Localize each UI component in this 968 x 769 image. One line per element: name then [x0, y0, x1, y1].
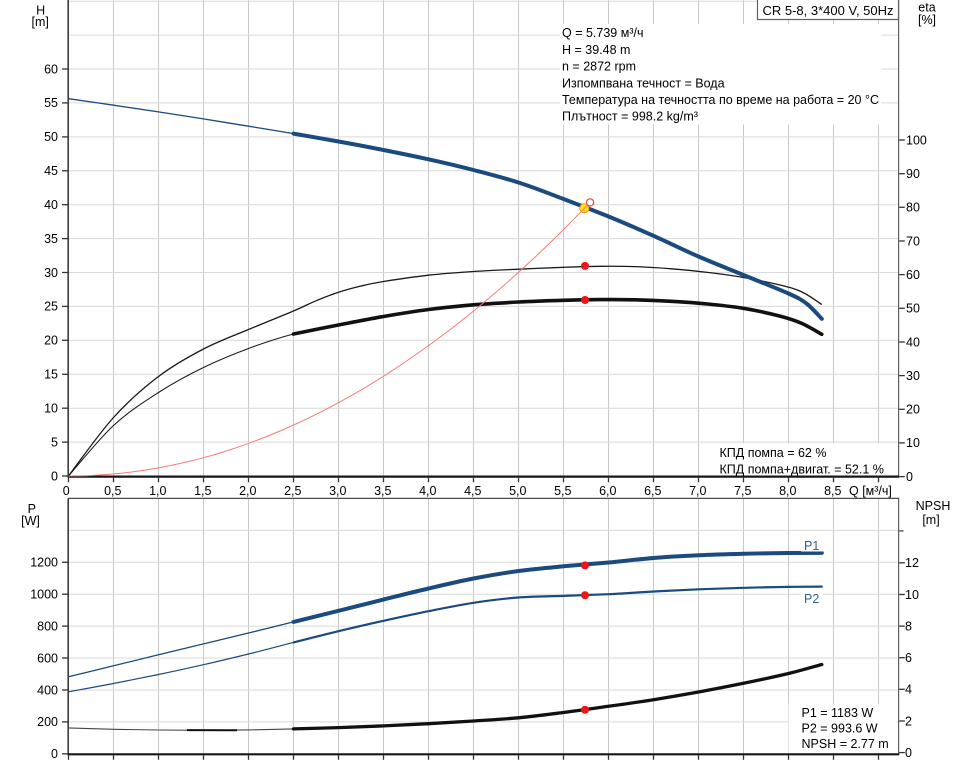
svg-text:1,0: 1,0: [149, 484, 166, 498]
svg-text:1000: 1000: [30, 588, 58, 602]
svg-text:10: 10: [905, 588, 919, 602]
svg-text:8,0: 8,0: [779, 484, 796, 498]
svg-text:6,0: 6,0: [599, 484, 616, 498]
svg-text:Изпомпвана течност = Вода: Изпомпвана течност = Вода: [562, 76, 725, 90]
svg-text:0: 0: [63, 484, 70, 498]
svg-text:Q = 5.739 м³/ч: Q = 5.739 м³/ч: [562, 26, 643, 40]
svg-text:[m]: [m]: [922, 513, 939, 527]
svg-text:NPSH: NPSH: [916, 499, 951, 513]
svg-text:0: 0: [51, 747, 58, 761]
svg-text:30: 30: [44, 266, 58, 280]
svg-text:55: 55: [44, 96, 58, 110]
svg-text:2: 2: [905, 714, 912, 728]
svg-text:КПД помпа+двигат. = 52.1 %: КПД помпа+двигат. = 52.1 %: [720, 462, 884, 476]
svg-text:200: 200: [37, 715, 58, 729]
svg-text:3,0: 3,0: [329, 484, 346, 498]
svg-text:8: 8: [905, 619, 912, 633]
svg-text:P2: P2: [804, 592, 819, 606]
svg-text:7,0: 7,0: [689, 484, 706, 498]
svg-text:Плътност = 998.2 kg/m³: Плътност = 998.2 kg/m³: [562, 110, 698, 124]
svg-text:NPSH = 2.77 m: NPSH = 2.77 m: [802, 737, 889, 751]
svg-text:CR 5-8, 3*400 V, 50Hz: CR 5-8, 3*400 V, 50Hz: [762, 3, 893, 18]
svg-text:P1 = 1183 W: P1 = 1183 W: [802, 706, 874, 720]
svg-text:6: 6: [905, 651, 912, 665]
svg-text:[W]: [W]: [21, 514, 40, 528]
svg-text:8,5: 8,5: [824, 484, 841, 498]
svg-text:H = 39.48 m: H = 39.48 m: [562, 43, 630, 57]
svg-text:20: 20: [44, 334, 58, 348]
svg-text:3,5: 3,5: [374, 484, 391, 498]
svg-text:80: 80: [906, 201, 920, 215]
svg-text:0: 0: [906, 470, 913, 484]
svg-text:P1: P1: [804, 539, 819, 553]
svg-text:70: 70: [906, 234, 920, 248]
svg-text:30: 30: [906, 369, 920, 383]
svg-text:60: 60: [906, 268, 920, 282]
svg-text:800: 800: [37, 619, 58, 633]
svg-text:[m]: [m]: [32, 15, 49, 29]
svg-text:400: 400: [37, 683, 58, 697]
svg-text:45: 45: [44, 164, 58, 178]
svg-text:5: 5: [51, 435, 58, 449]
svg-text:5,5: 5,5: [554, 484, 571, 498]
svg-text:10: 10: [44, 402, 58, 416]
svg-text:40: 40: [906, 335, 920, 349]
svg-text:600: 600: [37, 651, 58, 665]
svg-text:Температура на течността по вр: Температура на течността по време на раб…: [562, 93, 879, 107]
svg-text:90: 90: [906, 167, 920, 181]
svg-text:40: 40: [44, 198, 58, 212]
svg-text:15: 15: [44, 368, 58, 382]
svg-text:4,0: 4,0: [419, 484, 436, 498]
svg-text:6,5: 6,5: [644, 484, 661, 498]
svg-text:2,5: 2,5: [284, 484, 301, 498]
svg-text:1,5: 1,5: [194, 484, 211, 498]
svg-text:P2 = 993.6 W: P2 = 993.6 W: [802, 722, 878, 736]
svg-text:[%]: [%]: [918, 13, 936, 27]
svg-text:n = 2872 rpm: n = 2872 rpm: [562, 60, 636, 74]
svg-text:КПД помпа = 62 %: КПД помпа = 62 %: [720, 446, 827, 460]
svg-text:1200: 1200: [30, 556, 58, 570]
svg-text:50: 50: [906, 302, 920, 316]
svg-text:2,0: 2,0: [239, 484, 256, 498]
svg-text:10: 10: [906, 436, 920, 450]
svg-text:5,0: 5,0: [509, 484, 526, 498]
svg-text:25: 25: [44, 300, 58, 314]
svg-text:100: 100: [906, 133, 927, 147]
svg-text:4: 4: [905, 683, 912, 697]
svg-text:0: 0: [51, 469, 58, 483]
svg-text:Q [м³/ч]: Q [м³/ч]: [849, 484, 892, 498]
svg-text:0: 0: [905, 746, 912, 760]
svg-text:0,5: 0,5: [104, 484, 121, 498]
svg-text:20: 20: [906, 403, 920, 417]
svg-text:7,5: 7,5: [734, 484, 751, 498]
svg-text:35: 35: [44, 232, 58, 246]
svg-text:4,5: 4,5: [464, 484, 481, 498]
svg-text:12: 12: [905, 556, 919, 570]
svg-text:50: 50: [44, 130, 58, 144]
svg-text:60: 60: [44, 62, 58, 76]
